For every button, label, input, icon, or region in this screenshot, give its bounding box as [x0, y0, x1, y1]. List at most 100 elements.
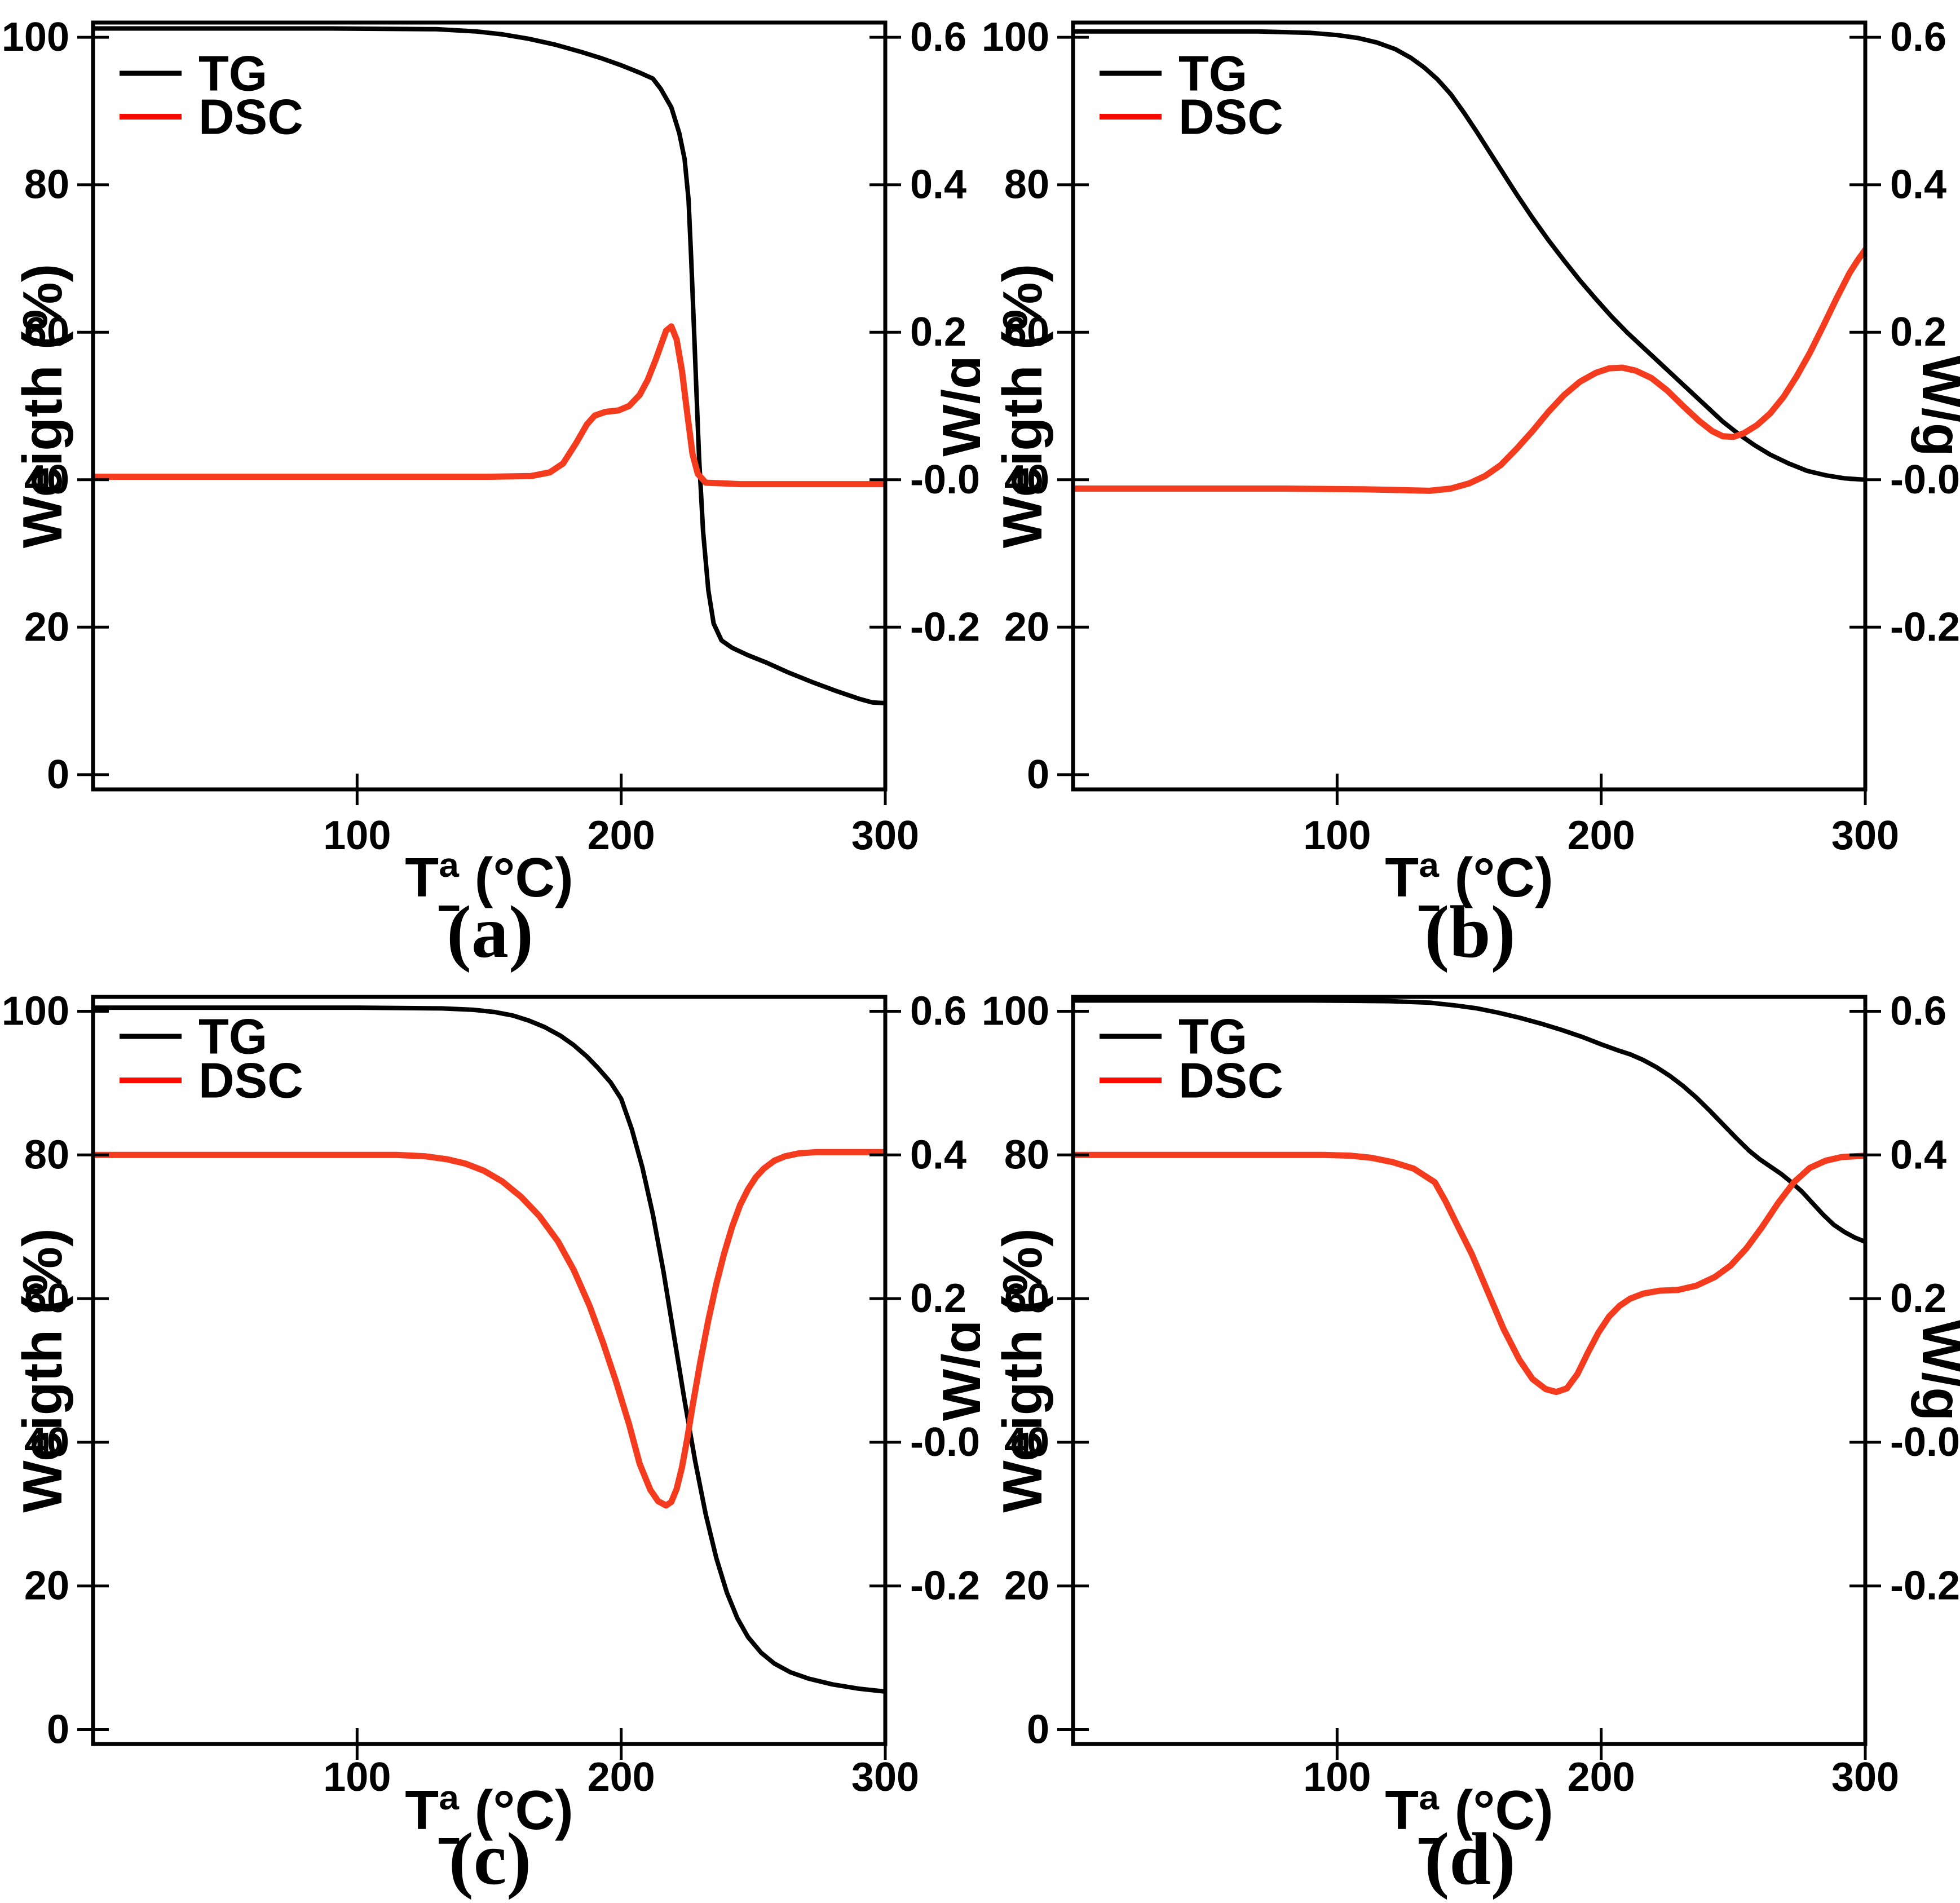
x-tick-label: 200: [588, 813, 655, 858]
left-tick-label: 100: [982, 988, 1049, 1034]
x-tick-label: 200: [1568, 1755, 1635, 1800]
left-tick-label: 80: [1004, 1132, 1049, 1177]
left-tick-label: 20: [24, 604, 69, 650]
legend-label-dsc: DSC: [198, 1053, 303, 1109]
right-tick-label: -0.2: [910, 604, 980, 650]
right-axis-label: W/g: [1911, 1320, 1960, 1421]
left-tick-label: 0: [47, 1707, 69, 1752]
x-tick-label: 100: [1303, 813, 1371, 858]
dsc-curve: [93, 1149, 885, 1509]
chart-panel-b: 100 200 3001008060402000.60.40.2-0.0-0.2Tª…: [982, 15, 1960, 908]
left-tick-label: 80: [24, 162, 69, 207]
x-tick-label: 300: [851, 813, 919, 858]
right-tick-label: 0.4: [910, 162, 966, 207]
left-tick-label: 20: [24, 1564, 69, 1609]
left-tick-label: 40: [1004, 457, 1049, 502]
left-tick-label: 80: [1004, 162, 1049, 207]
legend-label-tg: TG: [198, 1009, 267, 1065]
right-tick-label: 0.6: [1890, 15, 1946, 60]
dsc-curve: [1073, 1151, 1865, 1396]
right-tick-label: 0.2: [1890, 1276, 1946, 1321]
right-tick-label: 0.2: [1890, 310, 1946, 355]
left-tick-label: 40: [1004, 1420, 1049, 1465]
x-tick-label: 200: [588, 1755, 655, 1800]
x-tick-label: 100: [323, 813, 391, 858]
left-tick-label: 0: [1027, 1707, 1049, 1752]
x-axis-label: Tª (°C): [405, 1779, 573, 1841]
x-axis-label: Tª (°C): [1385, 846, 1553, 908]
plot-border: [91, 995, 888, 1746]
left-tick-label: 100: [2, 15, 69, 60]
x-tick-label: 100: [323, 1755, 391, 1800]
left-tick-label: 80: [24, 1132, 69, 1177]
panel-c: 100 200 300 100 80 60 40 20 0 0.6 0.4 0.2 -0.0 -0.2 Tª…: [0, 952, 980, 1903]
legend-label-dsc: DSC: [1178, 89, 1283, 145]
right-tick-label: 0.6: [1890, 988, 1946, 1034]
right-axis-label: W/g: [931, 1320, 980, 1421]
legend-label-dsc: DSC: [198, 89, 303, 145]
right-tick-label: -0.2: [910, 1564, 980, 1609]
left-axis-label: Weigth (%): [11, 1228, 73, 1512]
left-tick-label: 100: [982, 15, 1049, 60]
left-axis-label: Weigth (%): [991, 264, 1053, 548]
right-axis-label: W/g: [931, 355, 980, 457]
tg-curve: [1073, 29, 1865, 482]
right-tick-label: 0.6: [910, 15, 966, 60]
right-tick-label: 0.2: [910, 310, 966, 355]
x-tick-label: 300: [851, 1755, 919, 1800]
right-tick-label: 0.6: [910, 988, 966, 1034]
legend-label-tg: TG: [198, 46, 267, 101]
panel-d: 100 200 300 100 80 60 40 20 0 0.6 0.4 0.2 -0.0 -0.2 Tª…: [980, 952, 1960, 1903]
right-tick-label: -0.0: [1890, 457, 1960, 502]
plot-border: [91, 20, 888, 792]
panel-a: 100 200 300 100 80 60 40 20 0 0.6 0.4 0.2 -0.0 -0.2 Tª…: [0, 0, 980, 973]
right-tick-label: -0.0: [1890, 1420, 1960, 1465]
right-tick-label: 0.4: [1890, 1132, 1946, 1177]
left-tick-label: 60: [1004, 1276, 1049, 1321]
left-tick-label: 100: [2, 988, 69, 1034]
left-tick-label: 20: [1004, 604, 1049, 650]
legend-label-dsc: DSC: [1178, 1053, 1283, 1109]
left-tick-label: 40: [24, 457, 69, 502]
right-tick-label: 0.4: [1890, 162, 1946, 207]
chart-panel-c: 100 200 3001008060402000.60.40.2-0.0-0.2Tª…: [2, 988, 980, 1841]
caption-b: (b): [1424, 890, 1516, 973]
right-tick-label: -0.2: [1890, 1564, 1960, 1609]
dsc-curve: [1073, 246, 1865, 494]
left-tick-label: 60: [24, 310, 69, 355]
left-axis-label: Weigth (%): [11, 264, 73, 548]
left-tick-label: 0: [1027, 752, 1049, 797]
legend-label-tg: TG: [1178, 46, 1247, 101]
x-tick-label: 300: [1831, 813, 1899, 858]
tg-curve: [93, 26, 885, 705]
dsc-curve: [93, 323, 885, 488]
x-tick-label: 300: [1831, 1755, 1899, 1800]
caption-c: (c): [448, 1817, 532, 1900]
x-axis-label: Tª (°C): [405, 846, 573, 908]
caption-d: (d): [1424, 1817, 1516, 1900]
caption-a: (a): [447, 890, 533, 973]
x-tick-label: 200: [1568, 813, 1635, 858]
left-axis-label: Weigth (%): [991, 1228, 1053, 1512]
right-tick-label: -0.2: [1890, 604, 1960, 650]
left-tick-label: 20: [1004, 1564, 1049, 1609]
right-tick-label: 0.4: [910, 1132, 966, 1177]
tg-curve: [1073, 998, 1865, 1244]
left-tick-label: 40: [24, 1420, 69, 1465]
panel-b: 100 200 300 100 80 60 40 20 0 0.6 0.4 0.2 -0.0 -0.2 Tª…: [980, 0, 1960, 973]
x-tick-label: 100: [1303, 1755, 1371, 1800]
chart-panel-d: 100 200 3001008060402000.60.40.2-0.0-0.2Tª…: [982, 988, 1960, 1841]
right-tick-label: -0.0: [910, 1420, 980, 1465]
right-tick-label: -0.0: [910, 457, 980, 502]
chart-panel-a: 100 200 3001008060402000.60.40.2-0.0-0.2Tª…: [2, 15, 980, 908]
left-tick-label: 60: [1004, 310, 1049, 355]
x-axis-label: Tª (°C): [1385, 1779, 1553, 1841]
plot-border: [1071, 20, 1868, 792]
right-tick-label: 0.2: [910, 1276, 966, 1321]
left-tick-label: 60: [24, 1276, 69, 1321]
tg-curve: [93, 1005, 885, 1694]
left-tick-label: 0: [47, 752, 69, 797]
right-axis-label: W/g: [1911, 355, 1960, 457]
legend-label-tg: TG: [1178, 1009, 1247, 1065]
